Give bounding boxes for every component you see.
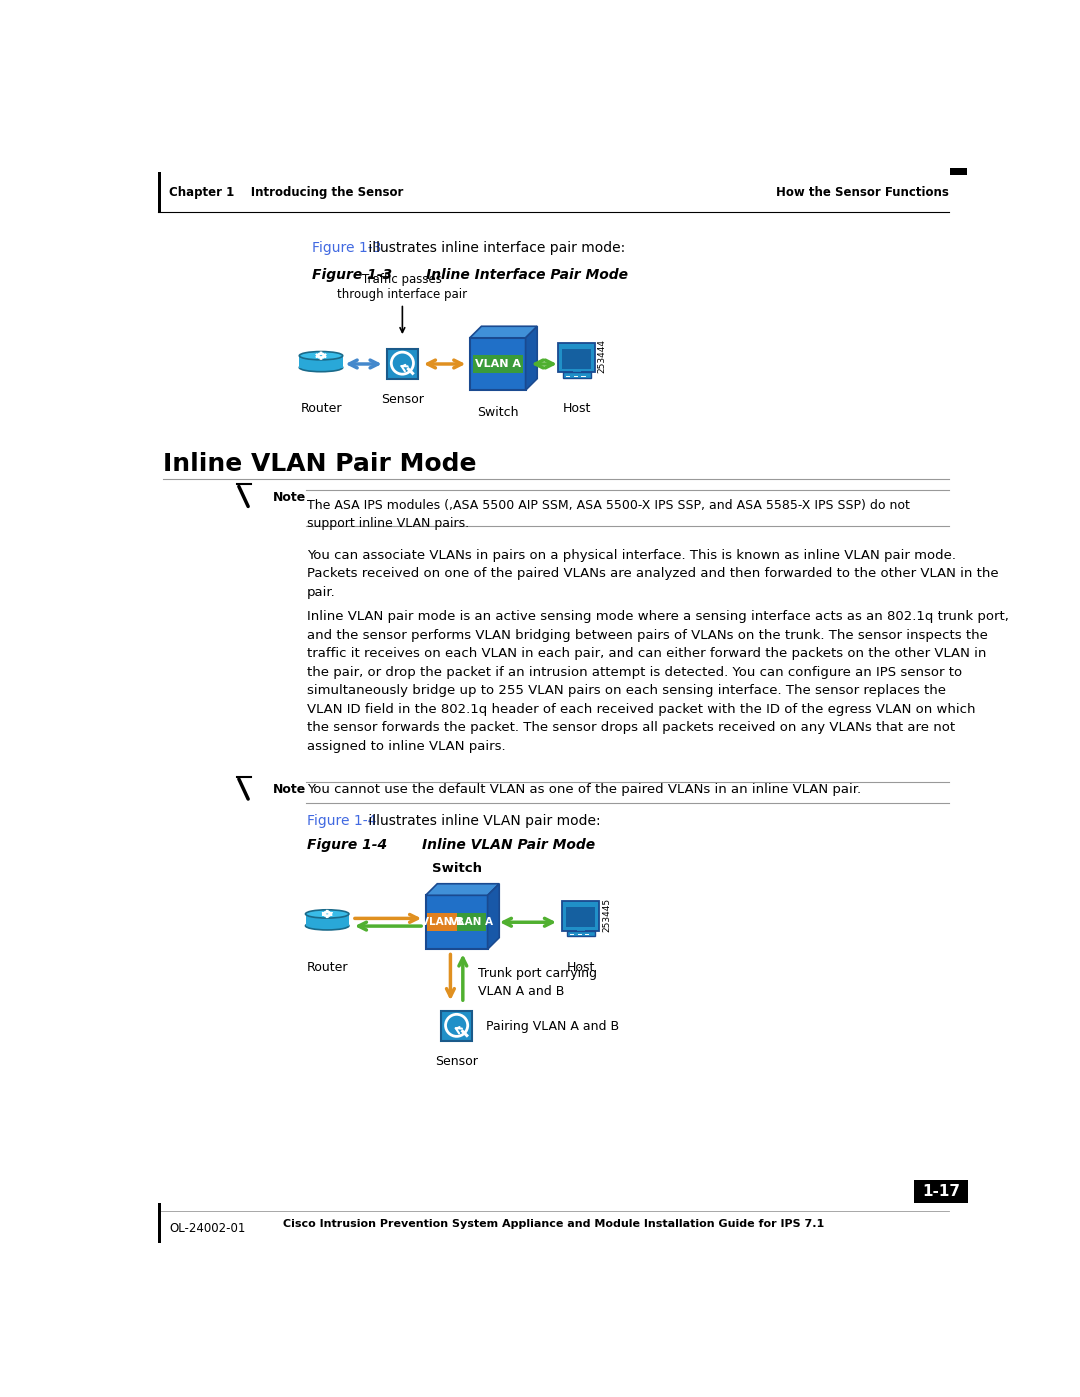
- FancyBboxPatch shape: [914, 1180, 968, 1203]
- Text: Inline VLAN pair mode is an active sensing mode where a sensing interface acts a: Inline VLAN pair mode is an active sensi…: [307, 610, 1009, 753]
- FancyBboxPatch shape: [470, 338, 526, 390]
- Text: Figure 1-4: Figure 1-4: [307, 838, 387, 852]
- Ellipse shape: [299, 352, 342, 360]
- Text: Inline VLAN Pair Mode: Inline VLAN Pair Mode: [422, 838, 595, 852]
- Polygon shape: [526, 327, 537, 390]
- Text: Trunk port carrying
VLAN A and B: Trunk port carrying VLAN A and B: [478, 967, 597, 997]
- Text: 1-17: 1-17: [922, 1185, 960, 1199]
- Text: Note: Note: [273, 784, 307, 796]
- Text: Switch: Switch: [477, 407, 518, 419]
- Text: Note: Note: [273, 490, 307, 504]
- Text: Router: Router: [300, 402, 341, 415]
- Text: VLAN B: VLAN B: [421, 918, 464, 928]
- Text: How the Sensor Functions: How the Sensor Functions: [775, 186, 948, 198]
- Text: Cisco Intrusion Prevention System Appliance and Module Installation Guide for IP: Cisco Intrusion Prevention System Applia…: [283, 1220, 824, 1229]
- Ellipse shape: [306, 909, 349, 918]
- Text: Sensor: Sensor: [435, 1056, 478, 1069]
- Text: Chapter 1    Introducing the Sensor: Chapter 1 Introducing the Sensor: [170, 186, 404, 198]
- Text: 253445: 253445: [603, 897, 611, 932]
- Text: Switch: Switch: [432, 862, 482, 875]
- FancyBboxPatch shape: [950, 156, 968, 176]
- FancyBboxPatch shape: [558, 344, 595, 373]
- FancyBboxPatch shape: [473, 355, 523, 373]
- Text: Figure 1-3: Figure 1-3: [312, 268, 392, 282]
- FancyBboxPatch shape: [306, 914, 349, 926]
- Text: illustrates inline interface pair mode:: illustrates inline interface pair mode:: [364, 242, 625, 256]
- Text: Figure 1-3: Figure 1-3: [312, 242, 381, 256]
- FancyBboxPatch shape: [457, 914, 486, 932]
- Text: VLAN A: VLAN A: [450, 918, 492, 928]
- Text: Pairing VLAN A and B: Pairing VLAN A and B: [486, 1020, 619, 1032]
- Text: You can associate VLANs in pairs on a physical interface. This is known as inlin: You can associate VLANs in pairs on a ph…: [307, 549, 999, 599]
- FancyBboxPatch shape: [577, 926, 584, 932]
- Text: Inline Interface Pair Mode: Inline Interface Pair Mode: [426, 268, 627, 282]
- Text: VLAN A: VLAN A: [475, 359, 521, 369]
- Ellipse shape: [306, 922, 349, 930]
- Text: Inline VLAN Pair Mode: Inline VLAN Pair Mode: [163, 453, 476, 476]
- Ellipse shape: [299, 363, 342, 372]
- Text: Figure 1-4: Figure 1-4: [307, 813, 377, 827]
- FancyBboxPatch shape: [562, 349, 592, 369]
- FancyBboxPatch shape: [442, 1011, 472, 1041]
- Text: OL-24002-01: OL-24002-01: [170, 1222, 245, 1235]
- FancyBboxPatch shape: [426, 895, 488, 949]
- FancyBboxPatch shape: [567, 930, 595, 936]
- FancyBboxPatch shape: [428, 914, 458, 932]
- FancyBboxPatch shape: [572, 367, 581, 374]
- Text: 253444: 253444: [597, 339, 606, 373]
- FancyBboxPatch shape: [563, 373, 591, 377]
- Text: illustrates inline VLAN pair mode:: illustrates inline VLAN pair mode:: [364, 813, 600, 827]
- Text: You cannot use the default VLAN as one of the paired VLANs in an inline VLAN pai: You cannot use the default VLAN as one o…: [307, 784, 861, 796]
- FancyBboxPatch shape: [159, 172, 161, 212]
- Polygon shape: [488, 884, 499, 949]
- Text: Host: Host: [563, 402, 591, 415]
- Text: Sensor: Sensor: [381, 393, 423, 407]
- Text: Router: Router: [307, 961, 348, 974]
- Polygon shape: [470, 327, 537, 338]
- Polygon shape: [426, 884, 499, 895]
- FancyBboxPatch shape: [566, 907, 595, 926]
- FancyBboxPatch shape: [159, 1203, 161, 1243]
- FancyBboxPatch shape: [562, 901, 599, 930]
- Text: Traffic passes
through interface pair: Traffic passes through interface pair: [337, 272, 468, 332]
- Text: The ASA IPS modules (,ASA 5500 AIP SSM, ASA 5500-X IPS SSP, and ASA 5585-X IPS S: The ASA IPS modules (,ASA 5500 AIP SSM, …: [307, 499, 910, 529]
- Text: Host: Host: [566, 961, 595, 974]
- FancyBboxPatch shape: [388, 349, 418, 379]
- FancyBboxPatch shape: [299, 356, 342, 367]
